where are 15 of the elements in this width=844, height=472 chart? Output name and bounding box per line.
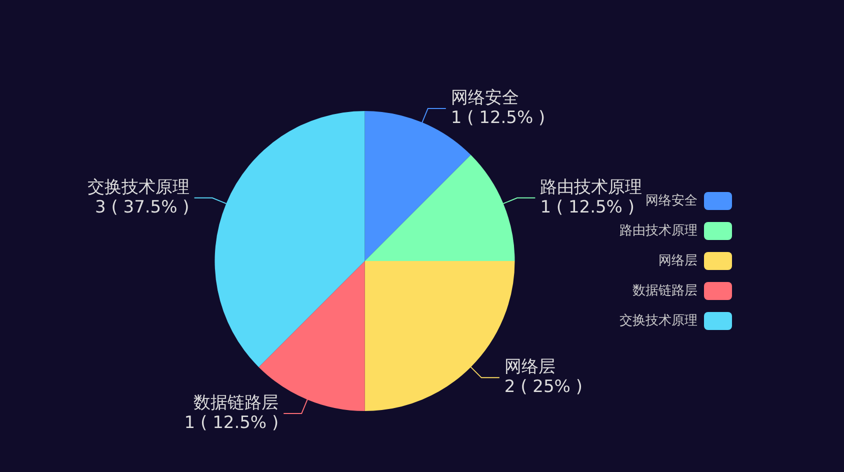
data-label: 2 ( 25% )	[504, 377, 582, 398]
data-label: 1 ( 12.5% )	[184, 412, 279, 433]
data-label: 1 ( 12.5% )	[540, 197, 634, 218]
slice-label: 路由技术原理	[540, 177, 642, 198]
slice-label: 数据链路层	[194, 392, 279, 413]
legend-label: 网络安全	[646, 192, 698, 208]
legend-label: 路由技术原理	[620, 223, 698, 238]
legend-label: 数据链路层	[632, 283, 698, 298]
slice-label: 网络安全	[450, 88, 519, 108]
slice-label: 交换技术原理	[87, 177, 190, 198]
data-label: 3 ( 37.5% )	[95, 197, 190, 218]
legend-label: 交换技术原理	[620, 312, 698, 328]
data-label: 1 ( 12.5% )	[450, 108, 546, 128]
slice-label: 网络层	[504, 357, 556, 378]
legend-label: 网络层	[658, 253, 698, 268]
